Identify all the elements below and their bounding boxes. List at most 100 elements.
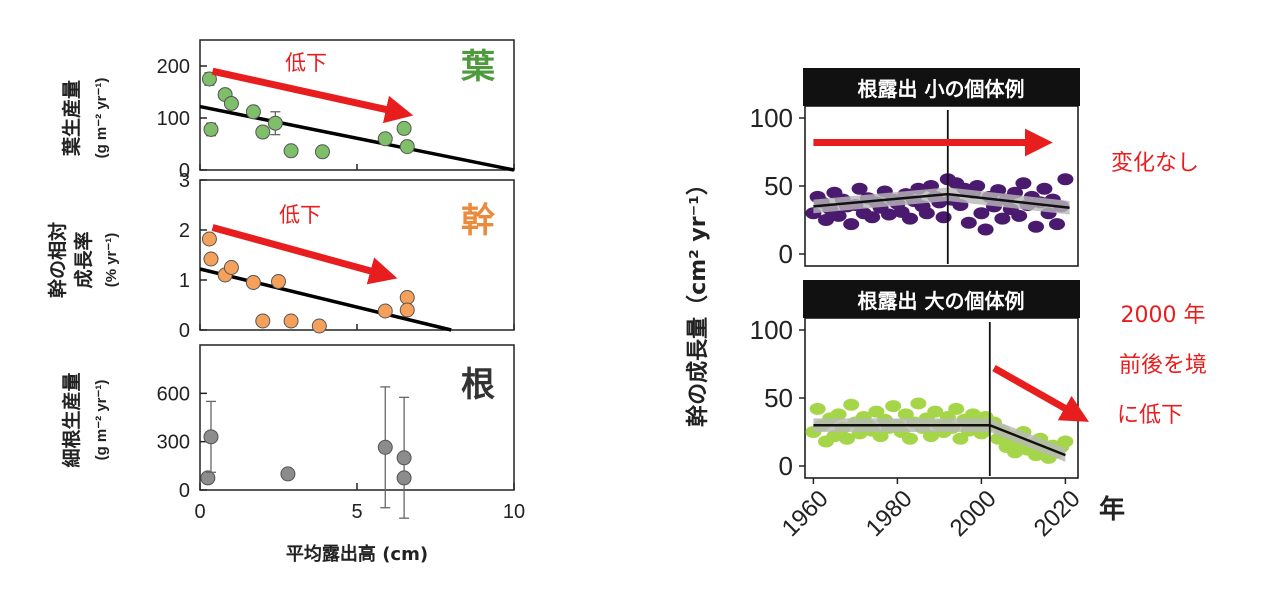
- small-data-point: [851, 182, 868, 195]
- small-data-point: [994, 212, 1011, 225]
- leaf-data-point: [255, 124, 271, 140]
- stem-ytick-label: 1: [179, 270, 190, 292]
- large-trend-arrow: [992, 365, 1089, 422]
- small-title: 根露出 小の個体例: [858, 77, 1025, 101]
- leaf-data-point: [377, 131, 393, 147]
- large-ytick-label: 50: [764, 383, 793, 413]
- stem-data-point: [311, 318, 327, 334]
- large-xtick-label: 1980: [861, 485, 918, 542]
- stem-ylabel-2: 成長率: [72, 231, 95, 288]
- small-data-point: [977, 223, 994, 236]
- small-data-point: [1028, 220, 1044, 233]
- large-data-point: [910, 397, 927, 410]
- large-data-point: [923, 430, 939, 443]
- root-data-point: [203, 429, 219, 445]
- small-data-point: [818, 214, 834, 226]
- root-ytick-label: 300: [157, 432, 190, 454]
- root-data-point: [200, 470, 216, 486]
- stem-data-point: [245, 275, 261, 290]
- small-data-point: [1011, 209, 1028, 222]
- large-data-point: [965, 408, 981, 421]
- large-data-point: [897, 408, 914, 421]
- leaf-data-point: [201, 71, 217, 87]
- leaf-ytick-label: 100: [157, 108, 190, 130]
- small-plot-frame: [804, 105, 1079, 267]
- stem-ytick-label: 3: [179, 170, 190, 192]
- stem-trend-line: [199, 267, 452, 332]
- root-data-point: [396, 450, 412, 466]
- stem-data-point: [201, 231, 217, 247]
- root-data-point: [280, 466, 296, 482]
- small-confidence-band: [813, 187, 1070, 215]
- small-data-point: [973, 207, 990, 220]
- stem-data-point: [271, 274, 286, 289]
- small-chart: 100 50 0: [750, 103, 1074, 269]
- large-data-point: [868, 405, 885, 418]
- large-xtick-label: 2000: [945, 485, 1002, 542]
- leaf-data-point: [245, 104, 261, 120]
- leaf-data-point: [399, 139, 415, 155]
- small-title-bar: [803, 68, 1080, 106]
- large-data-point: [830, 408, 847, 421]
- leaf-data-point: [203, 121, 219, 137]
- large-xtick-label: 2020: [1029, 485, 1086, 542]
- leaf-decline-label: 低下: [285, 51, 327, 75]
- large-data-point: [902, 432, 918, 445]
- leaf-data-point: [223, 95, 239, 111]
- large-ytick-label: 100: [750, 315, 793, 345]
- leaf-decline-arrow: [211, 67, 414, 124]
- root-xtick-label: 0: [194, 501, 205, 523]
- large-data-point: [885, 400, 902, 413]
- small-note: 変化なし: [1111, 151, 1199, 176]
- large-data-point: [948, 402, 965, 415]
- leaf-ytick-label: 0: [179, 160, 190, 182]
- leaf-data-point: [283, 143, 299, 159]
- left-xlabel: 平均露出高 (cm): [286, 543, 428, 565]
- leaf-ytick-label: 200: [157, 56, 190, 78]
- large-data-point: [826, 430, 843, 443]
- leaf-ylabel-units: (g m⁻² yr⁻¹): [93, 78, 110, 159]
- stem-data-point: [203, 251, 219, 267]
- small-data-point: [1049, 218, 1065, 231]
- stem-decline-arrow: [211, 224, 398, 285]
- large-data-point: [872, 430, 889, 443]
- large-ytick-label: 0: [779, 451, 793, 481]
- large-note-2: 前後を境: [1119, 353, 1207, 378]
- leaf-trend-line: [199, 104, 515, 172]
- large-note-3: に低下: [1117, 403, 1183, 428]
- large-data-point: [839, 432, 855, 445]
- root-organ-label: 根: [461, 365, 495, 405]
- root-chart: 600 300 00 5 10: [157, 383, 526, 523]
- root-ytick-label: 0: [179, 480, 190, 502]
- root-data-point: [377, 439, 393, 455]
- stem-ylabel: 幹の相対: [46, 222, 69, 298]
- large-data-point: [809, 402, 826, 415]
- small-data-point: [1015, 177, 1032, 190]
- right-ylabel: 幹の成長量（cm² yr⁻¹）: [685, 173, 711, 427]
- small-data-point: [960, 216, 977, 229]
- large-data-point: [952, 432, 969, 445]
- large-title: 根露出 大の個体例: [858, 289, 1025, 313]
- stem-data-point: [223, 260, 239, 275]
- stem-chart: 3 2 1 0: [179, 170, 515, 342]
- large-chart: 100 50 0 1960 1980 2000 2020: [750, 315, 1089, 542]
- small-data-point: [864, 211, 881, 224]
- large-title-bar: [803, 280, 1080, 318]
- small-data-point: [1036, 182, 1053, 195]
- stem-data-point: [255, 313, 271, 329]
- stem-ytick-label: 2: [179, 220, 190, 242]
- stem-data-point: [399, 290, 415, 305]
- small-ytick-label: 0: [779, 239, 793, 269]
- root-ylabel: 細根生産量: [60, 372, 83, 467]
- root-xtick-label: 5: [351, 501, 362, 523]
- small-data-point: [918, 207, 935, 220]
- leaf-organ-label: 葉: [460, 47, 496, 87]
- large-data-point: [843, 398, 860, 411]
- small-ytick-label: 100: [750, 103, 793, 133]
- root-data-point: [396, 470, 412, 486]
- leaf-chart: 200 100 0: [157, 56, 515, 182]
- stem-data-point: [399, 302, 415, 318]
- stem-organ-label: 幹: [461, 201, 496, 241]
- large-data-point: [1007, 446, 1023, 459]
